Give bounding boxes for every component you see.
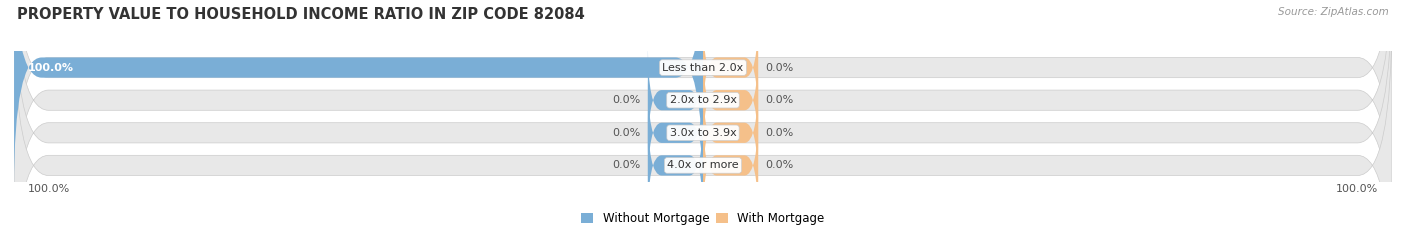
FancyBboxPatch shape	[703, 12, 758, 123]
FancyBboxPatch shape	[648, 78, 703, 188]
Legend: Without Mortgage, With Mortgage: Without Mortgage, With Mortgage	[581, 212, 825, 225]
FancyBboxPatch shape	[703, 78, 758, 188]
Text: 0.0%: 0.0%	[613, 161, 641, 170]
FancyBboxPatch shape	[14, 0, 1392, 233]
FancyBboxPatch shape	[648, 45, 703, 155]
FancyBboxPatch shape	[14, 0, 1392, 233]
Text: 4.0x or more: 4.0x or more	[668, 161, 738, 170]
Text: 3.0x to 3.9x: 3.0x to 3.9x	[669, 128, 737, 138]
Text: 100.0%: 100.0%	[1336, 184, 1378, 194]
FancyBboxPatch shape	[14, 0, 1392, 221]
Text: PROPERTY VALUE TO HOUSEHOLD INCOME RATIO IN ZIP CODE 82084: PROPERTY VALUE TO HOUSEHOLD INCOME RATIO…	[17, 7, 585, 22]
Text: 2.0x to 2.9x: 2.0x to 2.9x	[669, 95, 737, 105]
FancyBboxPatch shape	[648, 110, 703, 221]
Text: 0.0%: 0.0%	[613, 128, 641, 138]
Text: 0.0%: 0.0%	[765, 128, 793, 138]
Text: 100.0%: 100.0%	[28, 63, 75, 72]
FancyBboxPatch shape	[14, 0, 703, 188]
Text: 0.0%: 0.0%	[613, 95, 641, 105]
FancyBboxPatch shape	[14, 12, 1392, 233]
Text: Source: ZipAtlas.com: Source: ZipAtlas.com	[1278, 7, 1389, 17]
Text: 0.0%: 0.0%	[765, 95, 793, 105]
FancyBboxPatch shape	[703, 45, 758, 155]
FancyBboxPatch shape	[703, 110, 758, 221]
Text: 0.0%: 0.0%	[765, 161, 793, 170]
Text: 100.0%: 100.0%	[28, 184, 70, 194]
Text: Less than 2.0x: Less than 2.0x	[662, 63, 744, 72]
Text: 0.0%: 0.0%	[765, 63, 793, 72]
